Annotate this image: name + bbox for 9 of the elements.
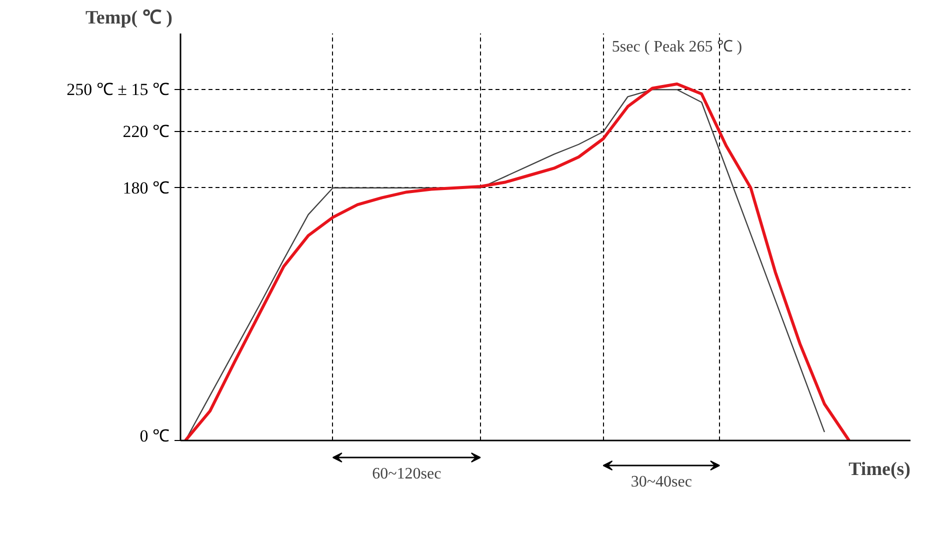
y-axis-title: Temp( ℃ ) (86, 8, 172, 28)
x-axis-title: Time(s) (848, 459, 911, 480)
y-tick-label: 180 ℃ (122, 178, 170, 198)
y-tick-label: 220 ℃ (122, 122, 170, 142)
annotation: 5sec ( Peak 265 ℃ ) (612, 38, 742, 56)
y-tick-label: 0 ℃ (140, 426, 170, 446)
text: 60~120sec (372, 466, 442, 482)
text: 30~40sec (630, 474, 692, 490)
y-tick-label: 250 ℃ ± 15 ℃ (66, 80, 170, 100)
